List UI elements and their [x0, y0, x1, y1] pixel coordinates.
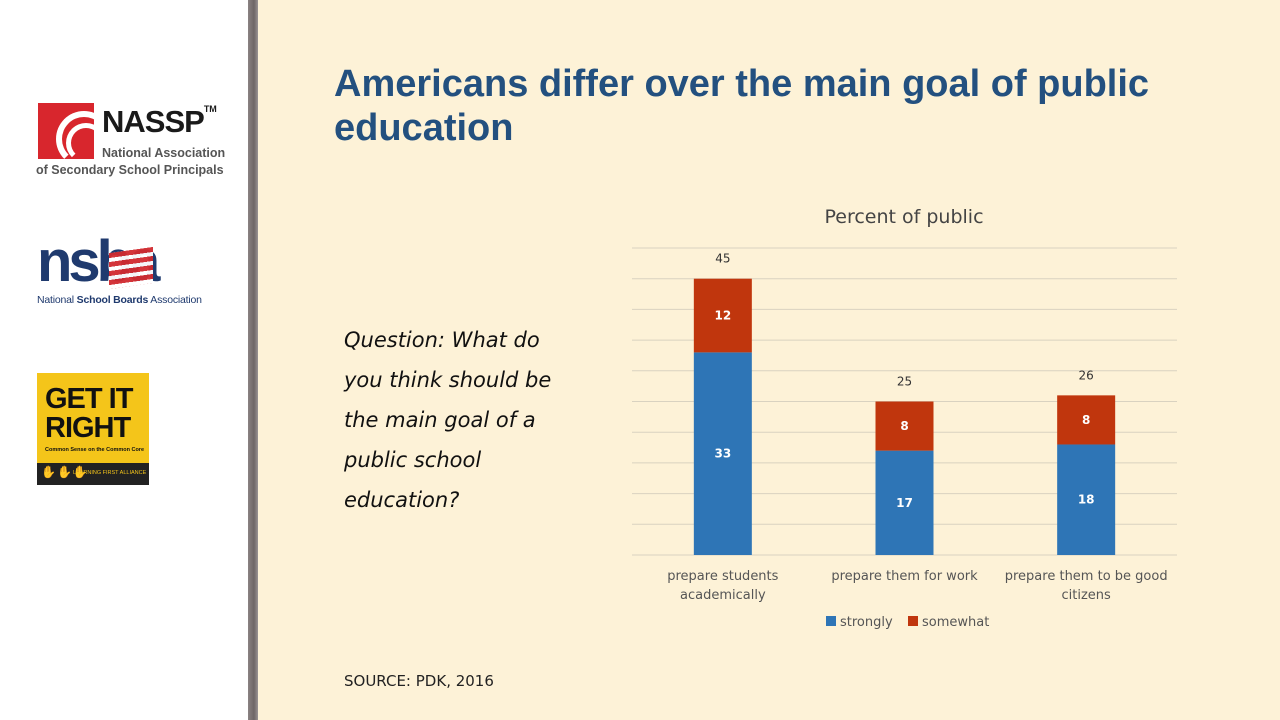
total-label: 26 — [1079, 368, 1094, 382]
source-note: SOURCE: PDK, 2016 — [344, 672, 494, 690]
nassp-mark-icon — [38, 103, 94, 159]
get-it-right-tagline: Common Sense on the Common Core — [45, 447, 145, 453]
nassp-wordmark: NASSPTM — [102, 104, 217, 139]
nassp-line-1: National Association — [102, 146, 226, 160]
get-it-right-line-1: GET IT — [45, 383, 133, 415]
survey-question: Question: What do you think should be th… — [344, 328, 552, 512]
sidebar-divider — [248, 0, 258, 720]
bar-somewhat — [693, 278, 752, 353]
data-label: 17 — [896, 496, 913, 510]
chart-title: Percent of public — [824, 206, 984, 228]
get-it-right-line-2: RIGHT — [45, 412, 131, 444]
nsba-logo: nsba National School Boards Association — [37, 230, 207, 310]
total-label: 45 — [715, 252, 730, 266]
legend-swatch-somewhat — [908, 616, 918, 626]
data-label: 8 — [1082, 413, 1090, 427]
category-label: prepare them to be good citizens — [1005, 569, 1168, 603]
bar-strongly — [875, 450, 934, 555]
raised-hands-icon: ✋✋✋ — [37, 463, 149, 485]
bar-strongly — [693, 352, 752, 555]
nassp-line-2: of Secondary School Principals — [36, 163, 224, 177]
data-label: 8 — [900, 419, 908, 433]
bar-strongly — [1057, 444, 1116, 555]
chart-plot: 33 12 45 prepare students academically 17 8 25 p… — [632, 247, 1177, 630]
nsba-subtitle: National School Boards Association — [37, 294, 202, 306]
get-it-right-alliance: LEARNING FIRST ALLIANCE — [73, 470, 147, 476]
flag-stripes-icon — [109, 246, 153, 290]
bar-somewhat — [875, 401, 934, 451]
data-label: 18 — [1078, 493, 1095, 507]
legend-swatch-strongly — [826, 616, 836, 626]
slide-background — [258, 0, 1280, 720]
total-label: 25 — [897, 375, 912, 389]
data-label: 12 — [714, 309, 731, 323]
data-label: 33 — [714, 447, 731, 461]
bar-somewhat — [1057, 395, 1116, 445]
category-label: prepare them for work — [831, 569, 978, 584]
category-label: prepare students academically — [667, 569, 778, 603]
slide-title: Americans differ over the main goal of p… — [334, 63, 1150, 149]
legend-label-strongly: strongly — [840, 615, 893, 630]
get-it-right-logo: GET IT RIGHT Common Sense on the Common … — [37, 373, 149, 485]
nassp-logo: NASSPTM National Association of Secondar… — [36, 100, 236, 180]
stacked-bar-chart: Percent of public 33 12 45 prepare students… — [600, 196, 1220, 656]
legend-label-somewhat: somewhat — [922, 615, 989, 630]
